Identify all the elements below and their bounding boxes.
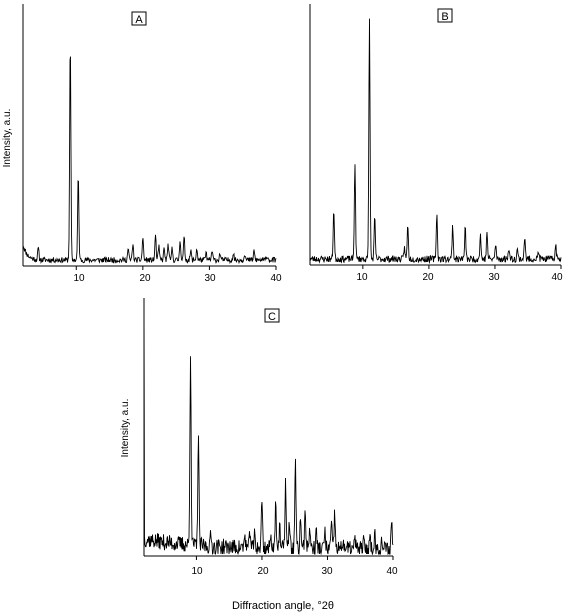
- panel-c-tick-label-20: 20: [257, 566, 269, 577]
- panel-b-trace: [309, 18, 562, 265]
- panel-c-trace: [143, 297, 394, 556]
- panel-b-x-ticks: [362, 265, 562, 269]
- panel-b-tick-label-40: 40: [551, 272, 563, 283]
- panel-a-tag: A: [135, 14, 143, 26]
- panel-a-tick-label-30: 30: [204, 273, 216, 284]
- panel-a-tag-box: [131, 11, 147, 26]
- panel-c-x-ticks: [195, 556, 394, 560]
- panel-c-tick-label-30: 30: [321, 566, 333, 577]
- panel-c-tick-label-40: 40: [386, 566, 398, 577]
- panel-a-x-ticks: [75, 266, 277, 270]
- panel-b-tick-label-30: 30: [488, 272, 500, 283]
- panel-a-tick-label-40: 40: [270, 273, 282, 284]
- panel-a: 10 20 30 40 Intensity, a.u. A: [2, 4, 282, 284]
- panel-c: 10 20 30 40 Intensity, a.u. C: [120, 297, 398, 577]
- panel-a-trace: [22, 56, 277, 265]
- panel-a-tick-label-20: 20: [139, 273, 151, 284]
- panel-b-tick-label-20: 20: [422, 272, 434, 283]
- panel-c-ylabel: Intensity, a.u.: [120, 399, 131, 458]
- panel-b-tag: B: [441, 11, 448, 23]
- global-x-axis-label: Diffraction angle, °2θ: [232, 600, 334, 612]
- panel-a-ylabel: Intensity, a.u.: [2, 109, 13, 168]
- panel-c-tag-box: [264, 308, 280, 323]
- panel-c-tick-label-10: 10: [191, 566, 203, 577]
- panel-b: 10 20 30 40 B: [309, 4, 563, 283]
- panel-b-tick-label-10: 10: [356, 272, 368, 283]
- panel-a-tick-label-10: 10: [73, 273, 85, 284]
- panel-b-tag-box: [437, 8, 453, 23]
- panel-c-tag: C: [268, 311, 276, 323]
